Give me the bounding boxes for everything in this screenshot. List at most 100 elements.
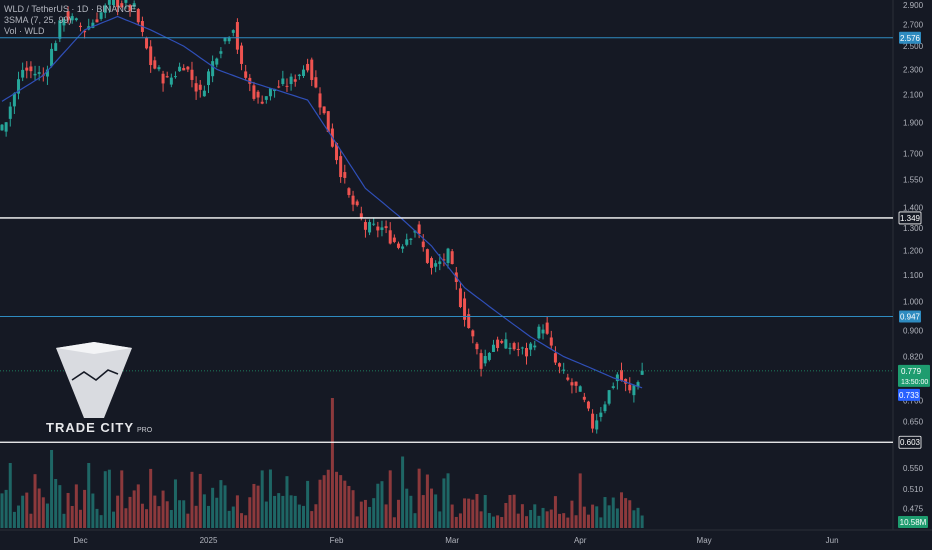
candle-body	[145, 37, 149, 49]
volume-bar	[467, 498, 471, 528]
candle-body	[562, 369, 566, 371]
volume-bar	[297, 504, 301, 528]
volume-bar	[186, 513, 190, 528]
price-tick-label: 1.700	[903, 150, 924, 159]
time-tick-label: Mar	[445, 536, 459, 545]
volume-bar	[132, 490, 136, 528]
candle-body	[153, 60, 157, 69]
candle-body	[640, 370, 644, 375]
volume-bar	[421, 495, 425, 528]
candle-body	[479, 353, 483, 369]
level-price-label: 0.947	[900, 312, 921, 321]
price-tick-label: 1.550	[903, 175, 924, 184]
sma-value-label: 0.733	[899, 391, 920, 400]
candle-body	[326, 111, 330, 132]
candle-body	[529, 343, 533, 350]
volume-bar	[430, 488, 434, 528]
last-price-tag	[898, 364, 930, 387]
brand-name-text: TRADE CITY	[46, 420, 134, 435]
candle-body	[91, 22, 95, 28]
price-tick-label: 0.550	[903, 464, 924, 473]
candle-body	[549, 337, 553, 346]
volume-bar	[41, 497, 45, 528]
volume-bar	[54, 479, 58, 528]
trade-city-logo-icon	[56, 342, 132, 418]
volume-bar	[260, 470, 264, 528]
candle-body	[45, 69, 49, 77]
candle-body	[50, 48, 54, 67]
candle-body	[277, 86, 281, 88]
candle-body	[264, 96, 268, 100]
volume-bar	[136, 484, 140, 528]
volume-bar	[207, 505, 210, 528]
volume-bar	[533, 504, 537, 528]
time-tick-label: Feb	[330, 536, 344, 545]
time-tick-label: May	[697, 536, 712, 545]
volume-bar	[434, 494, 438, 528]
volume-bar	[607, 505, 611, 528]
candle-body	[136, 9, 140, 23]
candle-body	[116, 0, 120, 8]
candle-body	[380, 227, 384, 230]
volume-bar	[83, 489, 87, 528]
candle-body	[421, 241, 425, 248]
candle-body	[83, 30, 87, 33]
candle-body	[586, 401, 590, 409]
volume-bar	[413, 513, 417, 528]
price-tick-label: 1.400	[903, 204, 924, 213]
candle-body	[103, 5, 107, 13]
volume-bar	[173, 479, 177, 528]
volume-bar	[194, 505, 198, 528]
volume-bar	[479, 511, 483, 528]
candle-body	[636, 382, 640, 387]
price-tick-label: 2.900	[903, 1, 924, 10]
symbol-title[interactable]: WLD / TetherUS · 1D · BINANCE	[4, 4, 137, 14]
candle-body	[570, 382, 574, 386]
candle-body	[359, 213, 363, 218]
candle-body	[297, 74, 301, 77]
candle-body	[4, 122, 8, 132]
volume-label[interactable]: Vol · WLD	[4, 26, 45, 36]
candle-countdown-label: 13:50:00	[901, 379, 928, 386]
candle-body	[190, 69, 194, 80]
volume-bar	[500, 517, 504, 528]
indicator-label[interactable]: 3SMA (7, 25, 99)	[4, 15, 72, 25]
volume-bar	[347, 485, 351, 528]
candle-body	[396, 243, 400, 248]
candle-body	[620, 370, 623, 381]
candle-body	[392, 237, 396, 242]
volume-bar	[128, 496, 132, 528]
candle-body	[384, 226, 388, 229]
volume-bar	[157, 506, 161, 528]
level-price-tag	[899, 310, 921, 323]
candle-body	[335, 143, 339, 161]
candle-body	[541, 329, 545, 334]
level-price-label: 2.576	[900, 34, 921, 43]
price-tick-label: 0.650	[903, 417, 924, 426]
candle-body	[74, 18, 78, 21]
volume-bar	[454, 516, 458, 528]
candle-body	[512, 343, 516, 350]
volume-bar	[591, 504, 595, 528]
volume-bar	[45, 503, 49, 528]
volume-bar	[112, 511, 116, 528]
volume-bar	[190, 471, 194, 528]
volume-bar	[223, 485, 227, 528]
volume-bar	[491, 516, 495, 528]
price-tick-label: 2.100	[903, 91, 924, 100]
volume-bar	[293, 495, 297, 528]
volume-bar	[198, 473, 202, 528]
sma-line	[1, 15, 643, 389]
volume-bar	[169, 510, 173, 528]
volume-bar	[99, 515, 103, 528]
volume-bar	[107, 469, 111, 528]
candle-body	[355, 201, 359, 206]
volume-bar	[615, 508, 619, 528]
candle-body	[219, 51, 223, 54]
candle-body	[553, 353, 557, 363]
candle-body	[157, 67, 161, 70]
candle-body	[314, 77, 318, 88]
volume-bar	[8, 463, 12, 528]
candle-body	[8, 106, 12, 119]
